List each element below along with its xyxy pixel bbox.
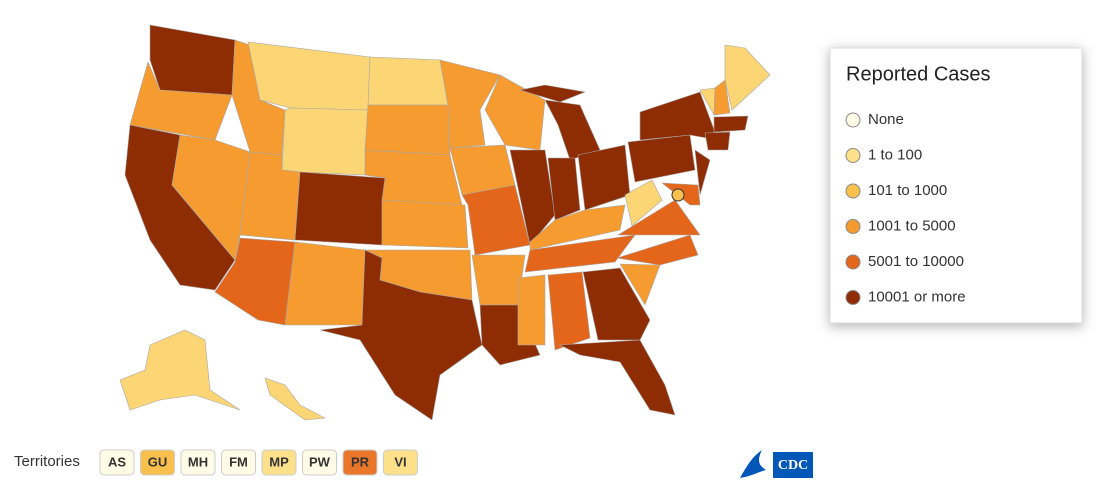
legend-label: 1 to 100: [868, 146, 922, 163]
legend-swatch: [845, 290, 861, 305]
legend-label: 101 to 1000: [868, 182, 947, 199]
legend-swatch: [845, 112, 861, 128]
territory-box: [302, 449, 337, 476]
territories-label: Territories: [14, 453, 80, 470]
territory-label: FM: [229, 454, 248, 469]
territory-label: GU: [148, 454, 168, 469]
legend-swatch: [845, 183, 861, 199]
territory-label: MP: [269, 454, 289, 469]
cdc-logo: CDC: [740, 450, 813, 478]
territories: Territories AS GU MH FM MP PW PR VI: [14, 449, 418, 476]
territory-button[interactable]: PR: [342, 449, 378, 476]
territory-label: MH: [188, 454, 208, 469]
territory-box: [261, 449, 297, 476]
legend-swatch: [845, 148, 861, 163]
legend: Reported Cases None 1 to 100 101 to 1000 10…: [829, 47, 1083, 324]
territory-box: [140, 449, 175, 476]
legend-label: None: [868, 111, 904, 128]
legend-label: 10001 or more: [868, 288, 966, 305]
legend-swatch: [845, 219, 861, 234]
legend-title: Reported Cases: [846, 63, 991, 85]
legend-swatch: [845, 254, 861, 270]
legend-label: 5001 to 10000: [868, 253, 964, 270]
legend-label: 1001 to 5000: [868, 217, 956, 234]
territory-button[interactable]: AS: [99, 449, 135, 476]
us-map: [119, 24, 771, 421]
territory-button[interactable]: PW: [302, 449, 337, 476]
logo-text: CDC: [778, 458, 808, 473]
territory-button[interactable]: VI: [383, 449, 418, 476]
territory-box: [342, 449, 378, 476]
territory-box: [180, 449, 216, 476]
territory-box: [383, 449, 418, 476]
territory-button[interactable]: GU: [140, 449, 175, 476]
territory-label: PR: [351, 454, 370, 469]
territory-button[interactable]: MH: [180, 449, 216, 476]
territory-button[interactable]: MP: [261, 449, 297, 476]
territory-label: AS: [108, 454, 126, 469]
territory-box: [221, 449, 256, 476]
territory-box: [99, 449, 135, 476]
territory-button[interactable]: FM: [221, 449, 256, 476]
territory-label: VI: [394, 454, 406, 469]
territory-label: PW: [309, 454, 331, 469]
